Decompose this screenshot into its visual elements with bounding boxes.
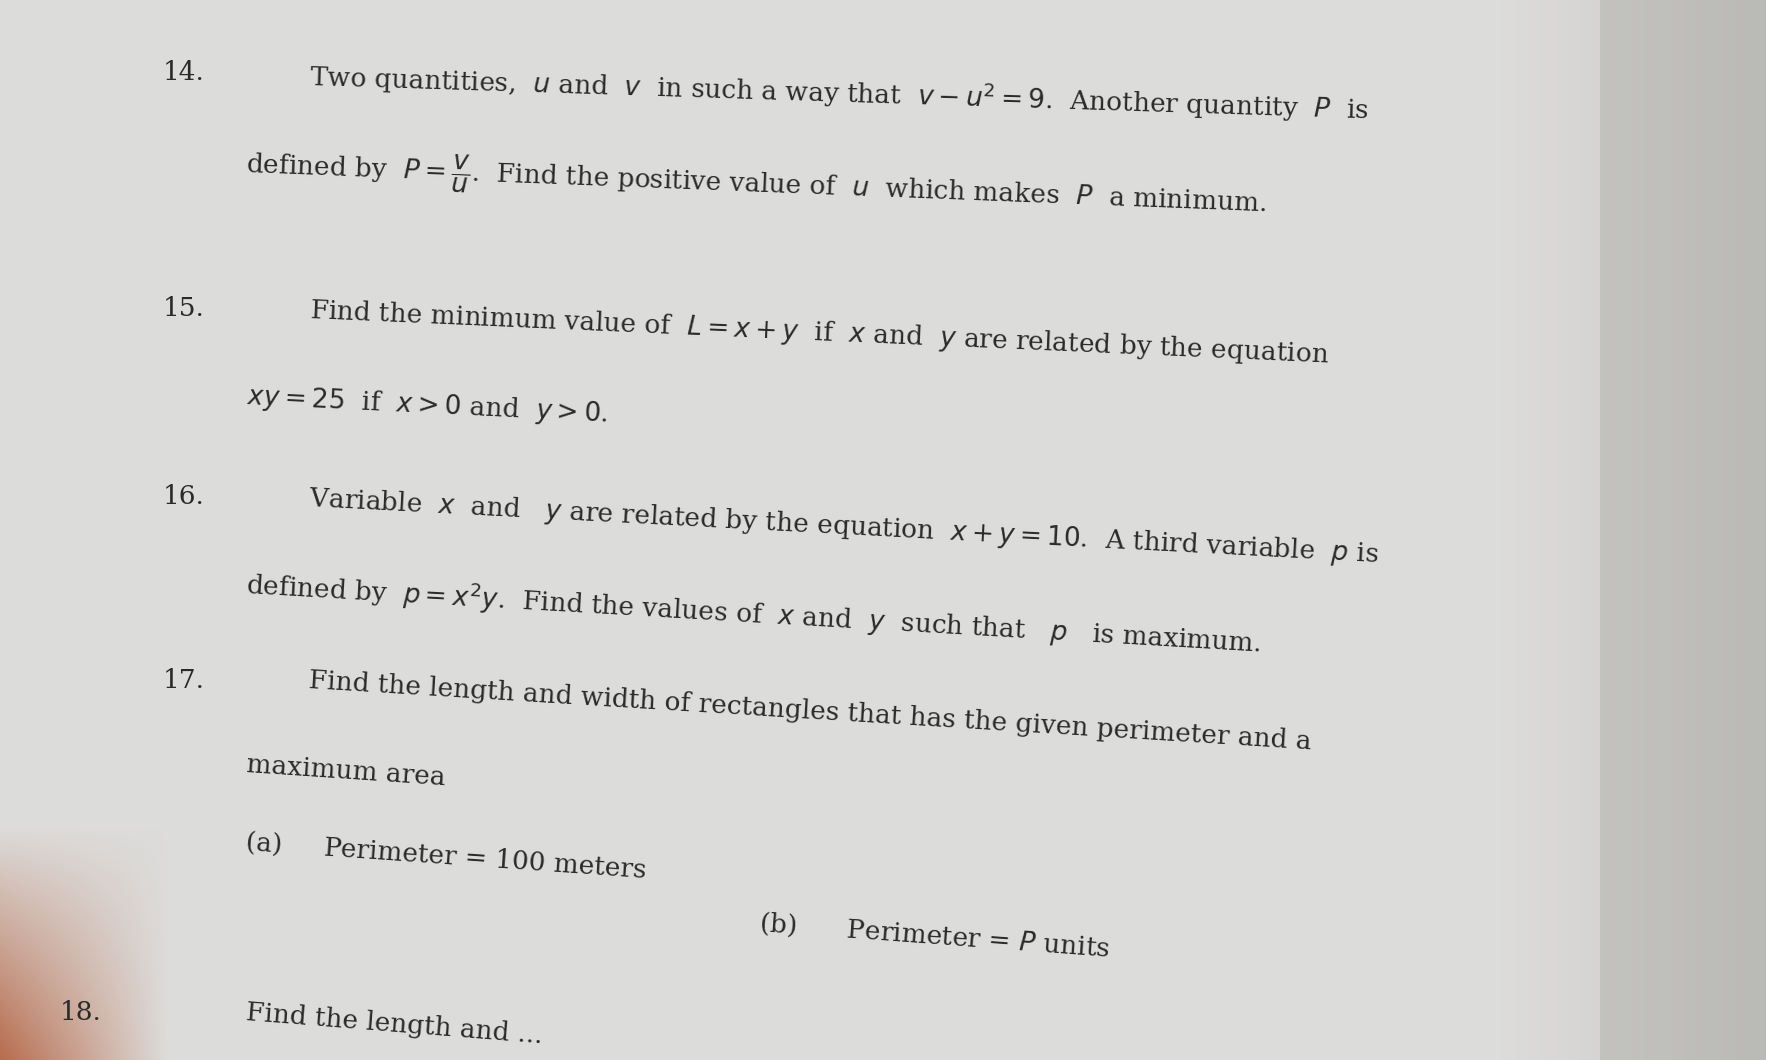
Text: maximum area: maximum area xyxy=(245,752,447,790)
Text: Two quantities,  $u$ and  $v$  in such a way that  $v-u^{2}=9$.  Another quantit: Two quantities, $u$ and $v$ in such a wa… xyxy=(309,60,1369,127)
Text: defined by  $P=\dfrac{v}{u}$.  Find the positive value of  $u$  which makes  $P$: defined by $P=\dfrac{v}{u}$. Find the po… xyxy=(245,145,1268,227)
Text: Find the minimum value of  $L=x+y$  if  $x$ and  $y$ are related by the equation: Find the minimum value of $L=x+y$ if $x$… xyxy=(309,296,1330,371)
Text: (a)     Perimeter = 100 meters: (a) Perimeter = 100 meters xyxy=(245,830,648,883)
Bar xyxy=(1600,0,1766,1060)
Text: 18.: 18. xyxy=(60,1000,102,1025)
Text: Find the length and width of rectangles that has the given perimeter and a: Find the length and width of rectangles … xyxy=(309,668,1312,755)
Text: Find the length and ...: Find the length and ... xyxy=(245,1000,544,1048)
Text: (b)      Perimeter = $P$ units: (b) Perimeter = $P$ units xyxy=(758,909,1111,962)
Text: $xy=25$  if  $x>0$ and  $y>0$.: $xy=25$ if $x>0$ and $y>0$. xyxy=(245,382,608,429)
Text: 16.: 16. xyxy=(162,484,205,509)
Text: defined by  $p=x^{2}y$.  Find the values of  $x$ and  $y$  such that   $p$   is : defined by $p=x^{2}y$. Find the values o… xyxy=(245,568,1263,661)
Text: Variable  $x$  and   $y$ are related by the equation  $x+y=10$.  A third variabl: Variable $x$ and $y$ are related by the … xyxy=(309,484,1379,570)
Text: 15.: 15. xyxy=(162,296,205,321)
Text: 14.: 14. xyxy=(162,60,205,85)
Text: 17.: 17. xyxy=(162,668,205,693)
